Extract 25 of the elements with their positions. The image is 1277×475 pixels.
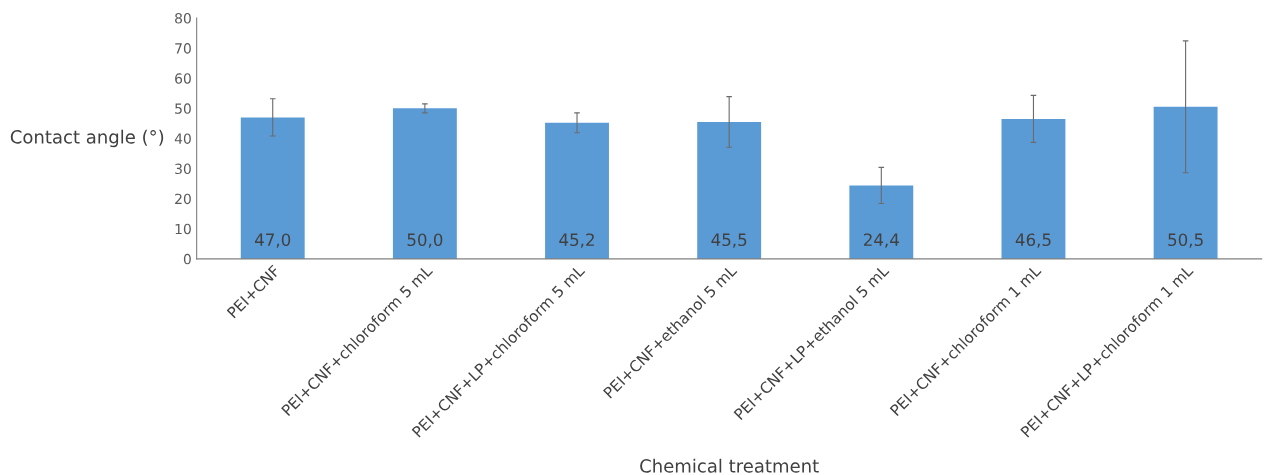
bar	[1001, 118, 1066, 259]
data-label: 45,2	[559, 233, 594, 248]
y-tick-label: 10	[175, 223, 191, 235]
y-axis-title: Contact angle (°)	[10, 129, 164, 148]
x-axis-title: Chemical treatment	[640, 458, 819, 473]
data-label: 24,4	[863, 233, 899, 248]
y-tick-label: 70	[175, 43, 191, 54]
y-tick-label: 80	[175, 13, 191, 24]
y-tick-label: 60	[175, 73, 191, 84]
data-label: 45,5	[711, 233, 747, 248]
y-tick-label: 50	[175, 103, 191, 114]
bar	[697, 121, 762, 259]
bar	[1153, 106, 1218, 259]
y-tick-label: 40	[174, 133, 191, 144]
data-label: 46,5	[1015, 233, 1051, 248]
bar	[240, 117, 305, 259]
y-tick-label: 0	[183, 253, 191, 265]
bar	[849, 185, 914, 259]
data-label: 47,0	[254, 233, 291, 248]
data-label: 50,5	[1168, 233, 1203, 248]
bar	[545, 122, 609, 259]
y-tick-label: 20	[175, 193, 191, 205]
data-label: 50,0	[407, 233, 443, 248]
y-tick-label: 30	[175, 163, 191, 175]
bar	[392, 108, 457, 259]
